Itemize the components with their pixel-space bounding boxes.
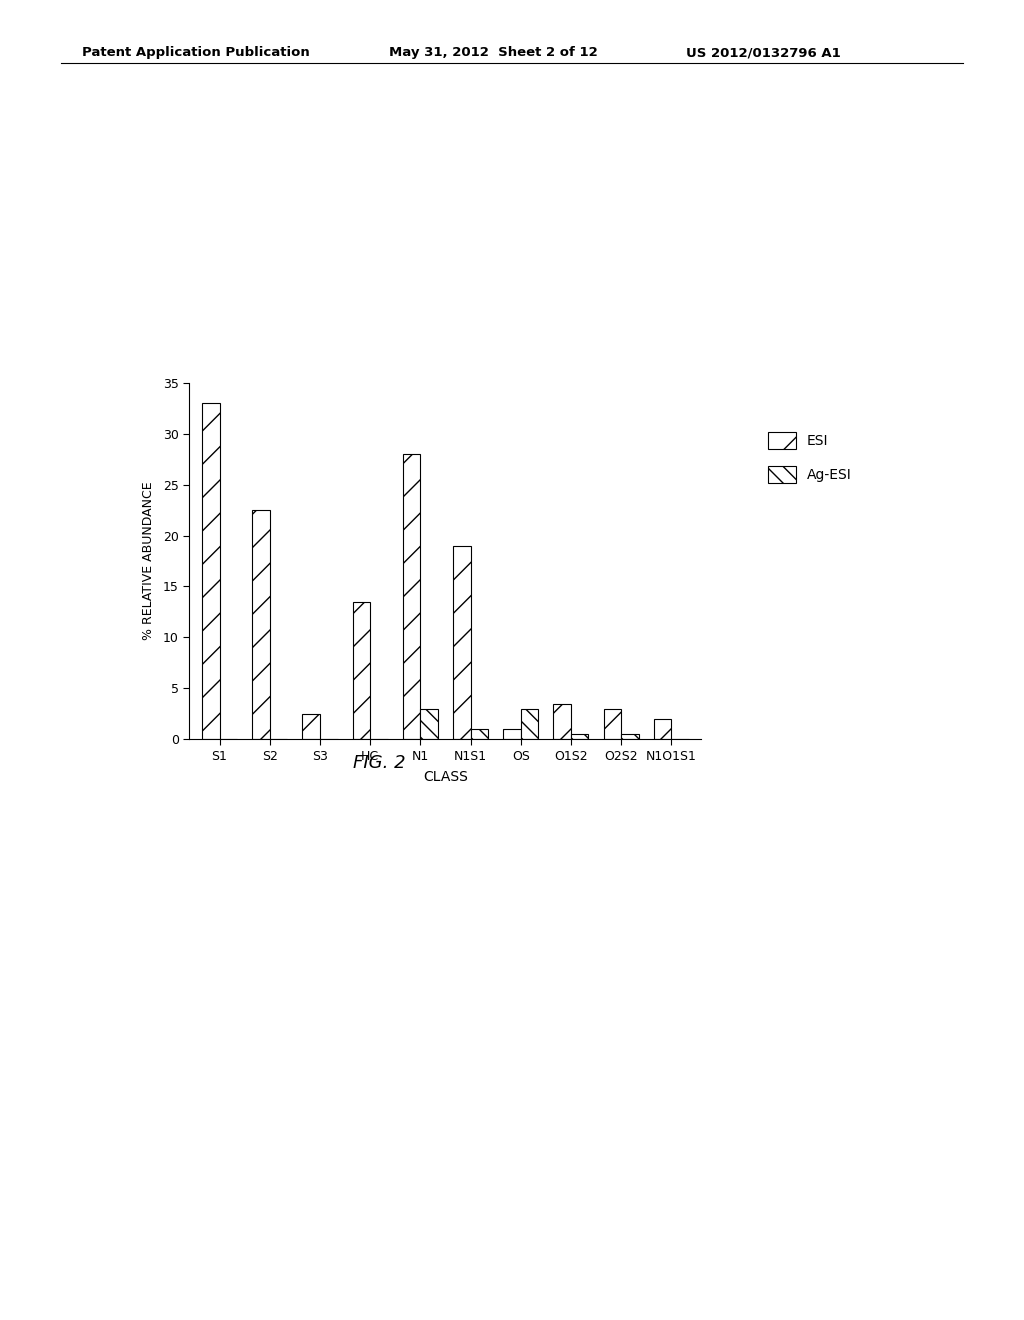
Bar (420, 709, 438, 739)
Text: Patent Application Publication: Patent Application Publication (82, 46, 309, 59)
Text: May 31, 2012  Sheet 2 of 12: May 31, 2012 Sheet 2 of 12 (389, 46, 598, 59)
Text: FIG. 2: FIG. 2 (352, 754, 406, 772)
Bar (622, 734, 639, 739)
Bar (571, 734, 589, 739)
Bar (503, 729, 521, 739)
X-axis label: CLASS: CLASS (423, 771, 468, 784)
Bar (471, 729, 488, 739)
Bar (402, 454, 420, 739)
Legend: ESI, Ag-ESI: ESI, Ag-ESI (761, 425, 858, 490)
Bar (453, 545, 471, 739)
Bar (653, 719, 672, 739)
Y-axis label: % RELATIVE ABUNDANCE: % RELATIVE ABUNDANCE (141, 482, 155, 640)
Bar (352, 602, 370, 739)
Bar (521, 709, 539, 739)
Bar (553, 704, 571, 739)
Bar (603, 709, 622, 739)
Bar (202, 403, 219, 739)
Text: US 2012/0132796 A1: US 2012/0132796 A1 (686, 46, 841, 59)
Bar (252, 510, 269, 739)
Bar (302, 714, 319, 739)
